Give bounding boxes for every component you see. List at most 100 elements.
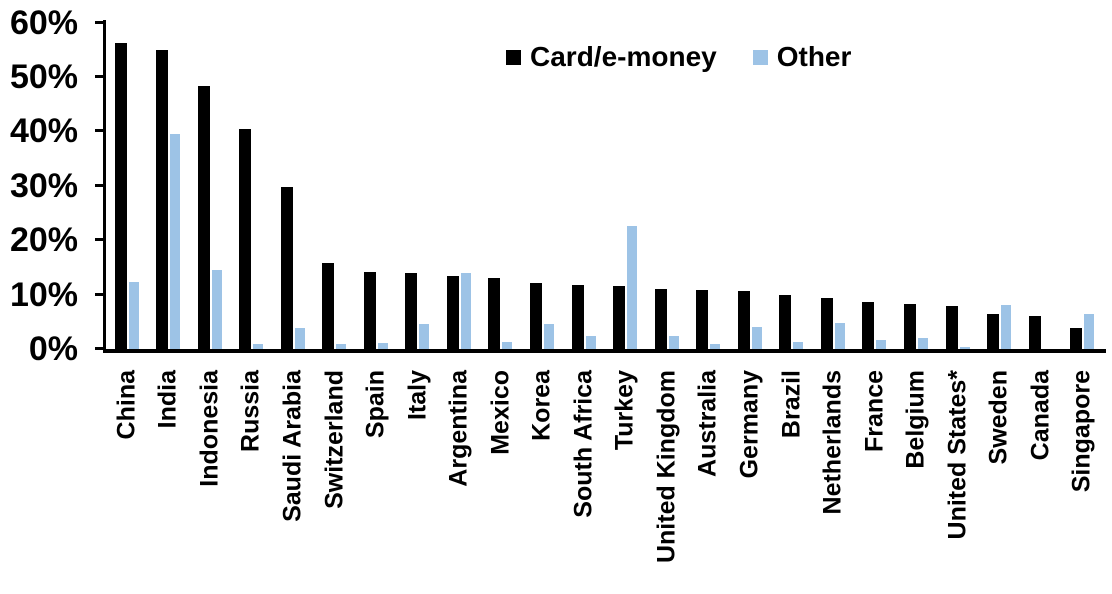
- bar-group-china: [106, 20, 148, 349]
- bar-group-italy: [397, 20, 439, 349]
- other-bar: [668, 336, 679, 349]
- x-axis-label: India: [153, 370, 182, 429]
- card-emoney-bar: [280, 187, 293, 349]
- y-tick-label: 10%: [9, 275, 78, 314]
- y-tick-mark: [95, 75, 106, 78]
- card-emoney-bar: [862, 302, 875, 349]
- other-bar: [834, 323, 845, 349]
- x-axis-label: Singapore: [1067, 370, 1096, 493]
- x-axis-label: France: [860, 370, 889, 452]
- other-bar: [959, 347, 970, 349]
- x-axis-label: Belgium: [901, 370, 930, 469]
- x-axis-label: Canada: [1026, 370, 1055, 461]
- x-axis-label: Spain: [361, 370, 390, 439]
- bar-group-korea: [522, 20, 564, 349]
- bar-group-spain: [355, 20, 397, 349]
- card-emoney-bar: [405, 273, 418, 349]
- x-axis-label: Russia: [236, 370, 265, 452]
- card-emoney-bar: [779, 295, 792, 349]
- card-emoney-bar: [987, 314, 1000, 349]
- y-tick-mark: [95, 183, 106, 187]
- bar-group-singapore: [1062, 20, 1104, 349]
- bar-group-sweden: [979, 20, 1021, 349]
- card-emoney-bar: [1070, 328, 1083, 349]
- other-bar: [211, 270, 222, 349]
- x-axis-label: Netherlands: [818, 370, 847, 515]
- x-axis-label: Italy: [403, 370, 432, 421]
- other-bar: [1001, 305, 1012, 349]
- bar-group-argentina: [438, 20, 480, 349]
- other-bar: [336, 344, 347, 349]
- bar-group-france: [854, 20, 896, 349]
- bar-group-turkey: [605, 20, 647, 349]
- bar-group-united-states-: [937, 20, 979, 349]
- other-bar: [917, 338, 928, 349]
- plot-area: [103, 20, 1106, 353]
- y-tick-mark: [95, 129, 106, 133]
- other-bar: [544, 324, 554, 349]
- bar-group-netherlands: [812, 20, 854, 349]
- card-emoney-bar: [197, 86, 210, 349]
- x-axis-label: Turkey: [610, 370, 639, 451]
- other-legend-label: Other: [776, 41, 852, 72]
- card-emoney-bar: [322, 263, 335, 349]
- card-emoney-bar: [696, 290, 709, 349]
- other-bar: [710, 344, 721, 349]
- x-axis-label: Sweden: [984, 370, 1013, 465]
- card-emoney-bar: [488, 278, 501, 349]
- y-tick-mark: [95, 347, 106, 350]
- y-tick-mark: [95, 292, 106, 296]
- other-bar: [751, 327, 762, 349]
- card-emoney-bar: [239, 129, 252, 349]
- x-axis-label: Saudi Arabia: [278, 370, 307, 522]
- other-bar: [627, 226, 638, 349]
- other-bar: [170, 134, 181, 349]
- bar-group-saudi-arabia: [272, 20, 314, 349]
- card-emoney-bar: [945, 306, 958, 349]
- other-bar: [128, 282, 139, 349]
- other-bar: [1084, 314, 1095, 349]
- other-bar: [419, 324, 430, 349]
- other-bar: [793, 342, 804, 349]
- card-emoney-bar: [737, 291, 750, 349]
- x-axis-label: Australia: [693, 370, 722, 477]
- x-axis-label: United States*: [943, 370, 972, 540]
- card-emoney-bar: [571, 285, 584, 349]
- other-swatch: [752, 49, 768, 65]
- y-tick-mark: [95, 20, 106, 24]
- card-emoney-bar: [903, 304, 916, 349]
- other-bar: [253, 344, 264, 349]
- card-emoney-bar: [156, 50, 169, 349]
- bar-group-canada: [1020, 20, 1062, 349]
- y-tick-label: 60%: [9, 3, 78, 42]
- y-tick-label: 20%: [9, 221, 78, 260]
- other-bar: [585, 336, 596, 349]
- x-axis-label: Argentina: [444, 370, 473, 487]
- card-emoney-bar: [820, 298, 833, 349]
- y-axis-labels: 60% 50% 40% 30% 20% 10% 0%: [0, 0, 78, 380]
- card-emoney-bar: [1028, 316, 1041, 349]
- y-tick-label: 50%: [9, 58, 78, 96]
- card-emoney-bar: [613, 286, 626, 349]
- y-tick-label: 30%: [9, 166, 78, 205]
- card-emoney-bar: [654, 289, 667, 349]
- x-axis-label: Brazil: [777, 370, 806, 439]
- x-axis-label: South Africa: [569, 370, 598, 518]
- y-tick-label: 40%: [9, 112, 78, 151]
- card-emoney-bar: [446, 276, 459, 349]
- card-emoney-bar: [114, 43, 127, 349]
- card-emoney-legend-label: Card/e-money: [530, 41, 717, 72]
- bar-group-united-kingdom: [646, 20, 688, 349]
- other-bar: [294, 328, 305, 349]
- bar-group-brazil: [771, 20, 813, 349]
- bar-group-belgium: [895, 20, 937, 349]
- bar-group-australia: [688, 20, 730, 349]
- bar-group-indonesia: [189, 20, 231, 349]
- bar-group-south-africa: [563, 20, 605, 349]
- y-tick-label: 0%: [28, 330, 78, 368]
- legend: Card/e-money Other: [506, 42, 851, 72]
- card-emoney-bar: [363, 272, 376, 349]
- x-axis-label: Indonesia: [195, 370, 224, 487]
- card-emoney-bar: [530, 283, 542, 349]
